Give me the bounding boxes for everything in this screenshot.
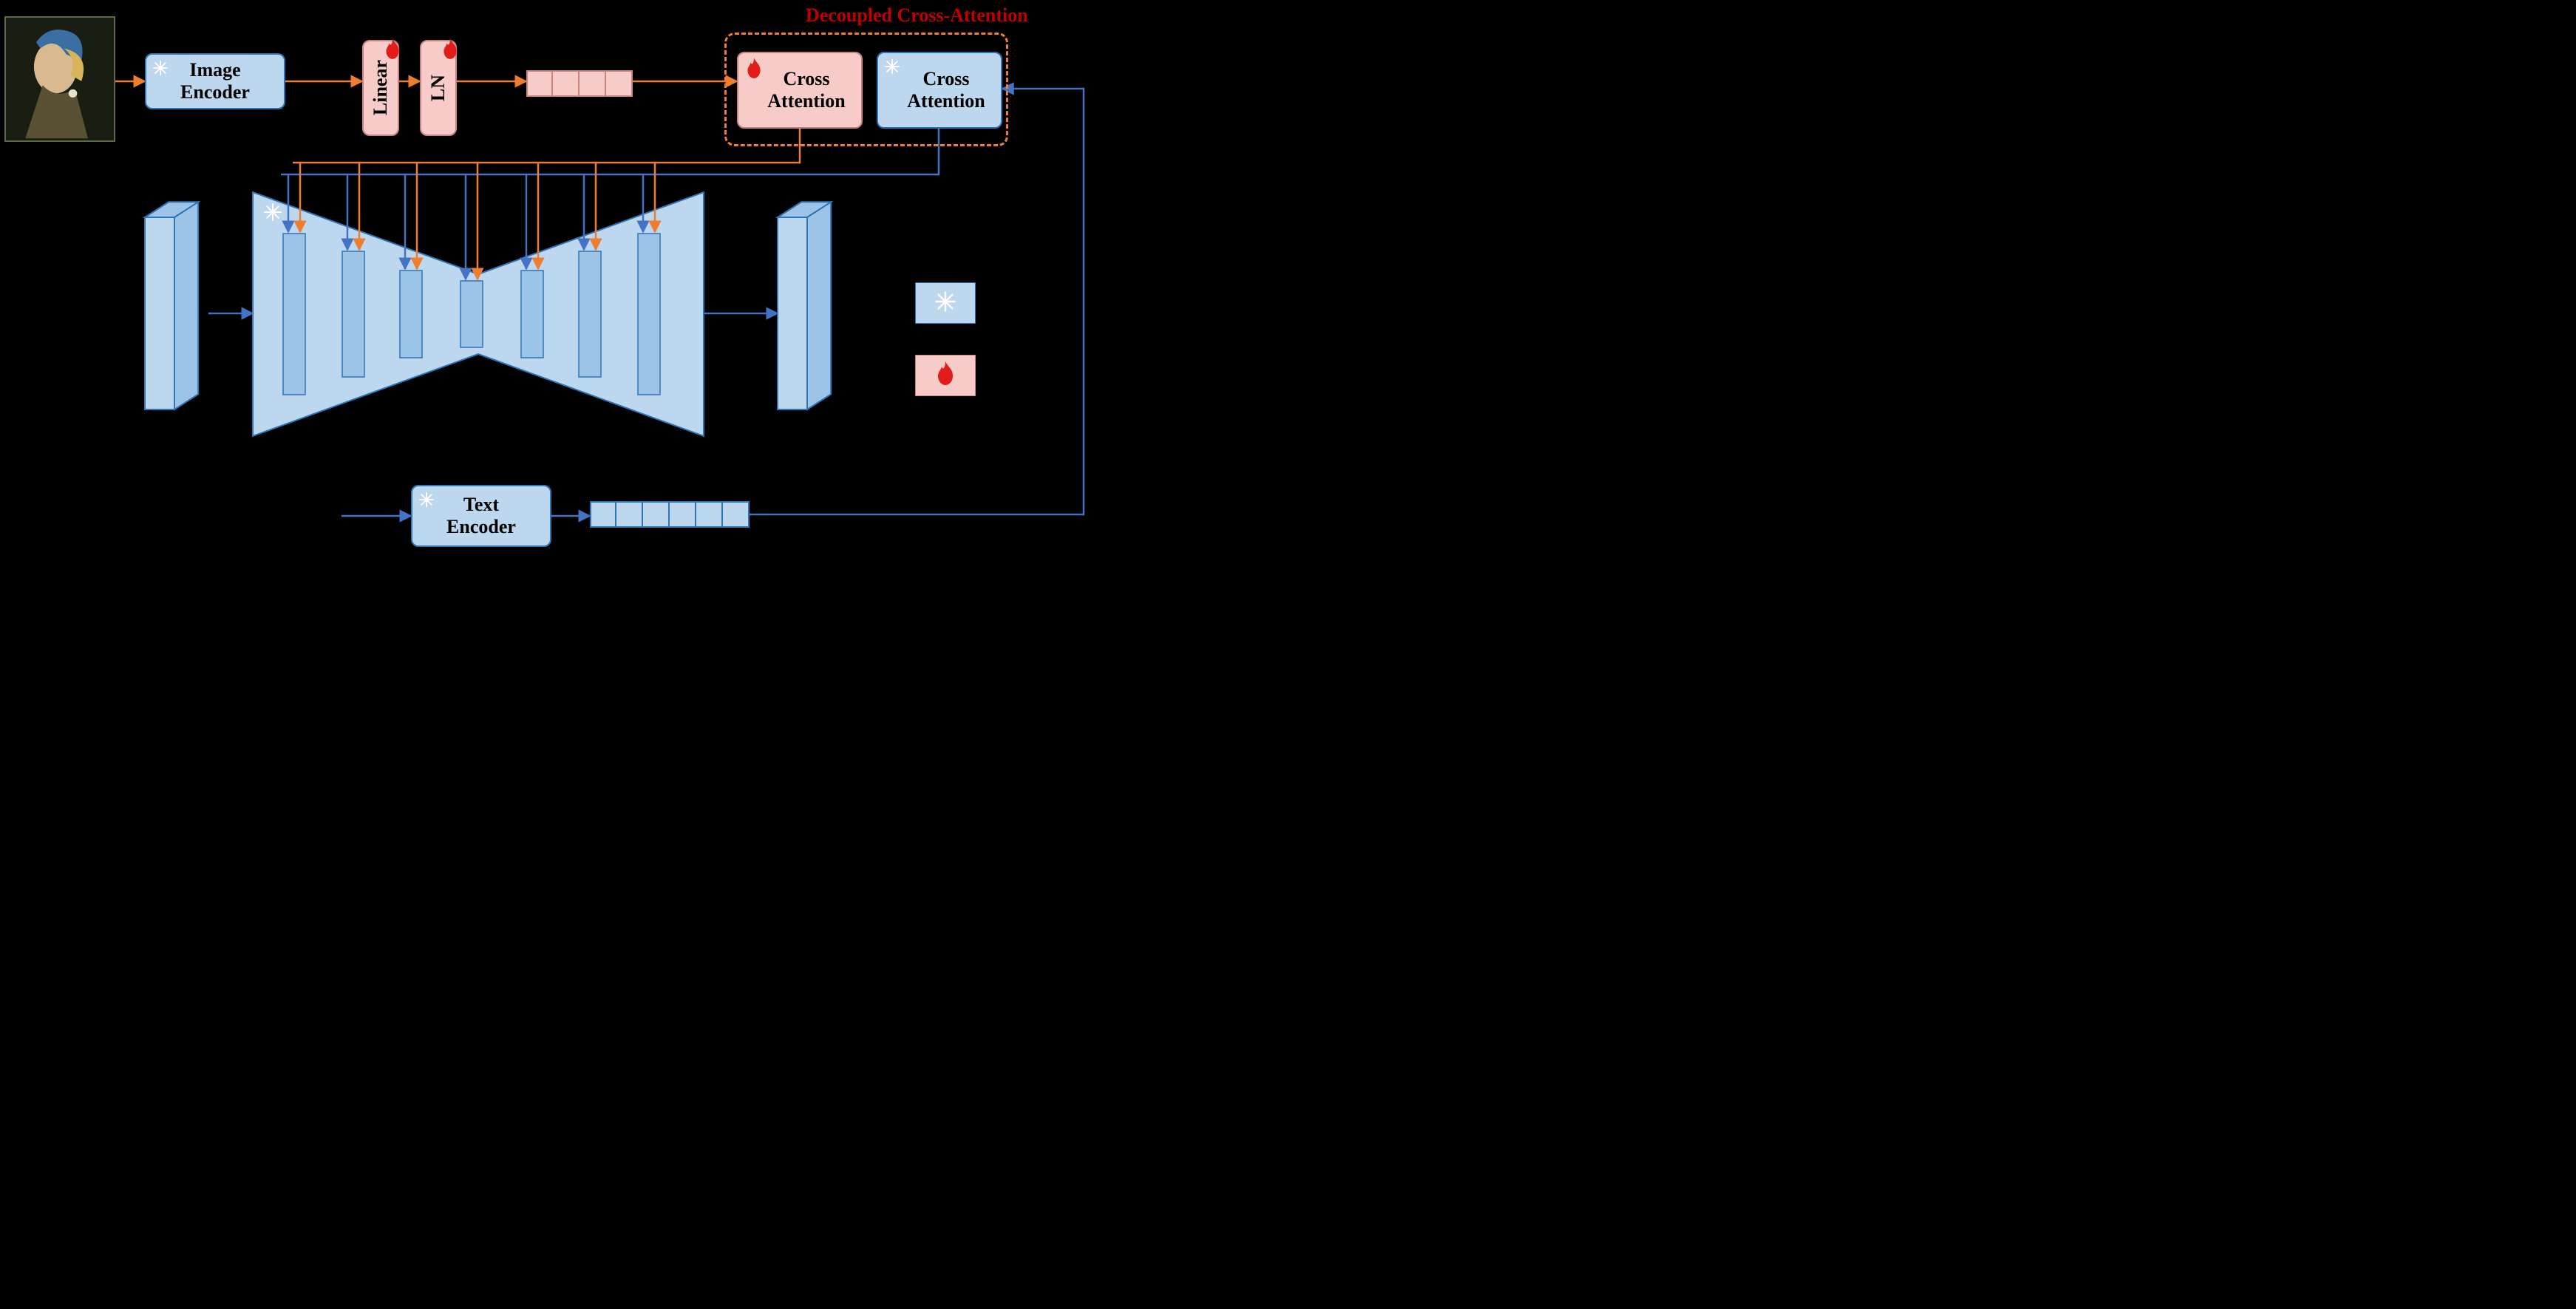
cross-attention-trainable-label: Cross Attention: [754, 68, 845, 112]
snowflake-icon: [884, 58, 900, 80]
token-cell: [553, 70, 580, 97]
legend-frozen-label: frozen: [985, 293, 1026, 312]
snowflake-icon: [934, 290, 956, 316]
unet-bar: [283, 234, 305, 395]
input-image: [4, 16, 115, 142]
token-cell: [580, 70, 606, 97]
unet-bar: [461, 281, 483, 347]
cross-attention-frozen-block: Cross Attention: [877, 52, 1002, 129]
cross-attention-frozen-label: Cross Attention: [894, 68, 985, 112]
unet-bar: [521, 271, 543, 358]
token-cell: [670, 501, 696, 528]
token-cell: [590, 501, 616, 528]
legend-trainable-box: [915, 355, 976, 396]
unet-bar: [638, 234, 660, 395]
text-feature-tokens: [590, 501, 750, 528]
linear-block: Linear: [362, 40, 399, 136]
image-encoder-block: Image Encoder: [145, 53, 285, 109]
text-encoder-block: Text Encoder: [411, 485, 551, 547]
token-cell: [696, 501, 723, 528]
token-cell: [606, 70, 633, 97]
unet-body: [253, 192, 704, 436]
unet-bar: [579, 251, 601, 377]
decoupled-cross-attention-title: Decoupled Cross-Attention: [806, 4, 1028, 27]
legend-frozen-box: [915, 282, 976, 324]
text-encoder-label: Text Encoder: [446, 494, 516, 538]
token-cell: [643, 501, 670, 528]
token-cell: [723, 501, 750, 528]
fire-icon: [441, 38, 460, 66]
layernorm-block: LN: [420, 40, 457, 136]
token-cell: [616, 501, 643, 528]
image-encoder-label: Image Encoder: [180, 59, 250, 103]
token-cell: [526, 70, 553, 97]
snowflake-icon: [418, 491, 435, 513]
linear-label: Linear: [370, 60, 392, 115]
unet-bar: [342, 251, 364, 377]
cross-attention-trainable-block: Cross Attention: [737, 52, 863, 129]
layernorm-label: LN: [427, 75, 449, 101]
legend-trainable-label: trainable: [985, 365, 1041, 384]
snowflake-icon: [152, 59, 169, 81]
fire-icon: [934, 361, 956, 391]
fire-icon: [744, 58, 764, 85]
image-feature-tokens: [526, 70, 633, 97]
unet-bar: [400, 271, 422, 358]
